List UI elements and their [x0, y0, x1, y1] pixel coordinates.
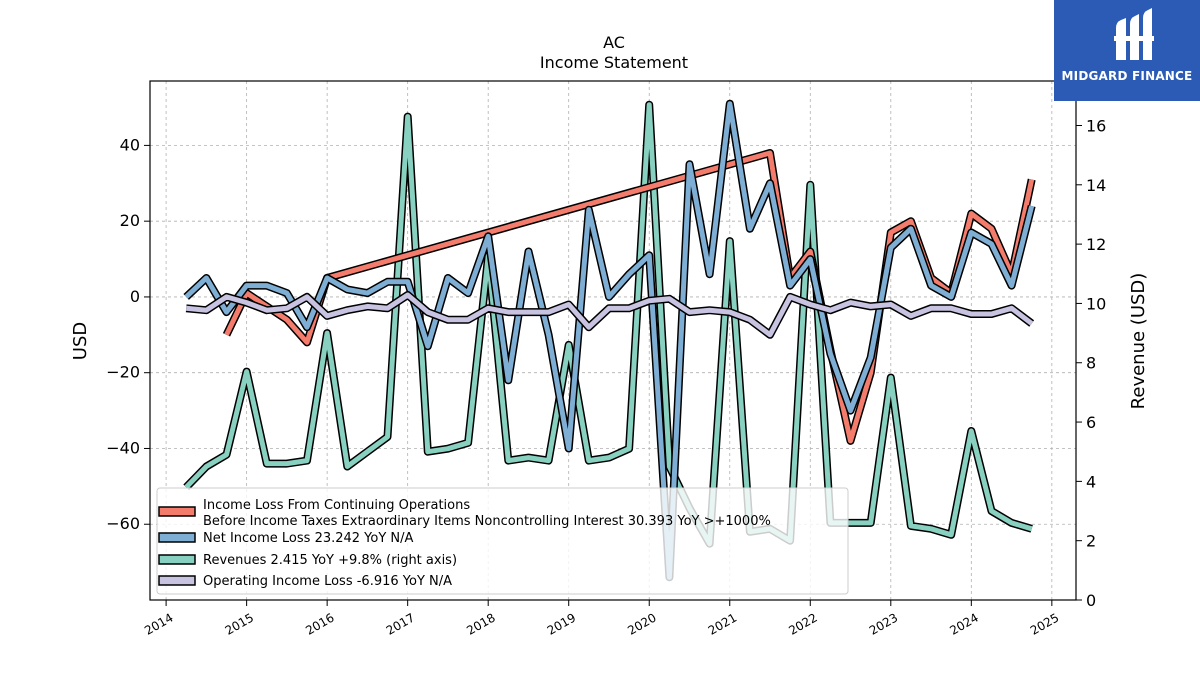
legend-label: Revenues 2.415 YoY +9.8% (right axis) [203, 553, 457, 568]
x-tick-label: 2014 [142, 610, 175, 637]
legend-swatch [158, 506, 196, 517]
legend-box [156, 487, 849, 595]
x-tick-label: 2024 [947, 610, 980, 637]
series-3 [183, 100, 1033, 548]
series-line [184, 102, 1033, 547]
chart-title: AC [603, 33, 625, 52]
series-line [185, 292, 1034, 338]
y-tick-label: 20 [120, 211, 140, 230]
x-tick-label: 2025 [1028, 610, 1061, 637]
series-line [184, 101, 1035, 580]
y2-tick-label: 16 [1086, 116, 1106, 135]
left-axis: 40 20 0 −20 −40 −60 [106, 135, 150, 533]
series-1 [222, 149, 1036, 445]
x-tick-label: 2015 [223, 610, 256, 637]
y2-axis-label: Revenue (USD) [1128, 273, 1149, 410]
brand-logo-mark-icon [1114, 8, 1154, 60]
chart-subtitle: Income Statement [540, 53, 688, 72]
series-line [224, 150, 1035, 444]
y2-tick-label: 2 [1086, 532, 1096, 551]
legend-label: Net Income Loss 23.242 YoY N/A [203, 531, 414, 546]
x-tick-label: 2023 [867, 610, 900, 637]
y2-tick-label: 0 [1086, 591, 1096, 610]
y2-tick-label: 6 [1086, 413, 1096, 432]
y-tick-label: −20 [106, 363, 140, 382]
legend-swatch [158, 575, 196, 586]
x-tick-label: 2017 [384, 610, 417, 637]
y-tick-label: −40 [106, 438, 140, 457]
x-axis: 2014 2015 2016 2017 2018 2019 2020 2021 2022 2023… [142, 600, 1061, 638]
y-axis-label: USD [70, 322, 91, 360]
y2-tick-label: 14 [1086, 176, 1106, 195]
series-2 [183, 99, 1036, 582]
y2-tick-label: 12 [1086, 235, 1106, 254]
legend-label: Income Loss From Continuing Operations [203, 498, 470, 513]
legend-label: Operating Income Loss -6.916 YoY N/A [203, 574, 452, 589]
x-tick-label: 2018 [464, 610, 497, 637]
y2-tick-label: 4 [1086, 472, 1096, 491]
y2-tick-label: 8 [1086, 354, 1096, 373]
y-tick-label: −60 [106, 514, 140, 533]
series-layer [183, 99, 1036, 582]
series-4 [185, 291, 1035, 339]
x-tick-label: 2019 [545, 610, 578, 637]
x-tick-label: 2022 [786, 610, 819, 637]
x-tick-label: 2021 [706, 610, 739, 637]
x-tick-label: 2016 [303, 610, 336, 637]
x-tick-label: 2020 [625, 610, 658, 637]
legend: Income Loss From Continuing OperationsBe… [156, 487, 849, 595]
right-axis: 0 2 4 6 8 10 12 14 16 [1076, 116, 1106, 610]
legend-swatch [158, 532, 196, 543]
plot-area-frame [149, 80, 1077, 601]
legend-label: Before Income Taxes Extraordinary Items … [203, 514, 771, 529]
legend-swatch [158, 554, 196, 565]
y2-tick-label: 10 [1086, 294, 1106, 313]
brand-logo: MIDGARD FINANCE [1054, 0, 1200, 101]
y-tick-label: 0 [130, 287, 140, 306]
y-tick-label: 40 [120, 135, 140, 154]
brand-logo-text: MIDGARD FINANCE [1061, 69, 1193, 83]
